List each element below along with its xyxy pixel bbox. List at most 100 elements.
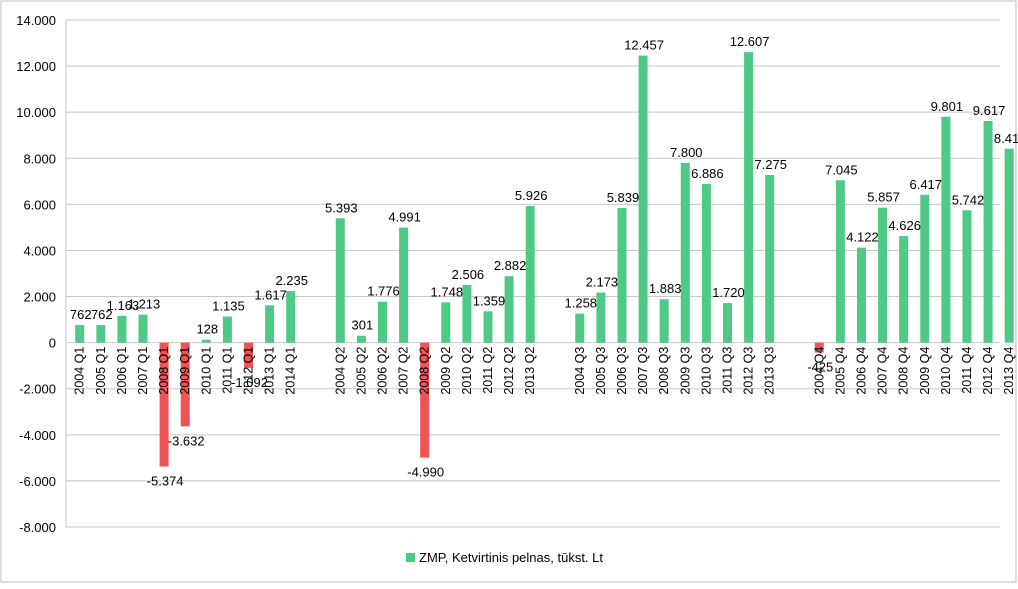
- y-tick-label: 8.000: [23, 151, 56, 166]
- y-tick-label: -4.000: [19, 428, 56, 443]
- data-label: 1.258: [565, 296, 598, 311]
- data-label: 7.045: [825, 162, 858, 177]
- bar: [575, 313, 585, 343]
- x-tick-label: 2007 Q2: [397, 347, 411, 395]
- data-label: 2.882: [494, 258, 527, 273]
- data-label: 1.776: [367, 284, 400, 299]
- data-label: 6.417: [909, 177, 942, 192]
- y-tick-label: 14.000: [16, 13, 56, 28]
- bar: [659, 299, 669, 343]
- x-tick-label: 2006 Q3: [615, 347, 629, 395]
- data-label: 9.801: [931, 99, 964, 114]
- data-label: 7.800: [670, 145, 703, 160]
- x-tick-label: 2007 Q1: [136, 347, 150, 395]
- x-tick-label: 2004 Q3: [573, 347, 587, 395]
- x-tick-label: 2008 Q2: [418, 347, 432, 395]
- x-tick-label: 2009 Q3: [678, 347, 692, 395]
- data-label: 762: [70, 307, 92, 322]
- bar: [483, 311, 493, 343]
- x-tick-label: 2008 Q1: [157, 347, 171, 395]
- data-label: -425: [807, 359, 833, 374]
- x-tick-label: 2004 Q4: [812, 347, 826, 395]
- x-tick-label: 2010 Q2: [460, 347, 474, 395]
- x-tick-label: 2005 Q1: [94, 347, 108, 395]
- data-label: -1.092: [231, 375, 268, 390]
- data-label: 1.213: [128, 297, 161, 312]
- x-tick-label: 2004 Q1: [73, 347, 87, 395]
- x-tick-label: 2005 Q4: [833, 347, 847, 395]
- data-label: 301: [352, 318, 374, 333]
- data-label: 5.393: [325, 200, 358, 215]
- x-tick-label: 2006 Q1: [115, 347, 129, 395]
- data-label: 762: [91, 307, 113, 322]
- x-tick-label: 2013 Q4: [1002, 347, 1016, 395]
- y-tick-label: 0: [49, 336, 56, 351]
- x-tick-label: 2012 Q4: [981, 347, 995, 395]
- data-label: 1.135: [212, 298, 245, 313]
- data-label: 2.173: [586, 275, 619, 290]
- legend: ZMP, Ketvirtinis pelnas, tūkst. Lt: [406, 550, 603, 565]
- x-tick-label: 2010 Q1: [199, 347, 213, 395]
- data-label: 1.720: [712, 285, 745, 300]
- x-tick-label: 2011 Q4: [960, 347, 974, 394]
- data-label: 128: [196, 322, 218, 337]
- y-axis-tick-labels: -8.000 -6.000 -4.000 -2.000 0 2.000 4.000 6.000…: [16, 13, 56, 535]
- bar: [138, 314, 148, 343]
- bar: [962, 210, 972, 343]
- x-tick-label: 2009 Q1: [178, 347, 192, 395]
- data-label: 6.886: [691, 166, 724, 181]
- x-tick-label: 2014 Q1: [284, 347, 298, 395]
- bar: [96, 325, 106, 343]
- y-tick-label: -8.000: [19, 520, 56, 535]
- x-tick-label: 2005 Q2: [354, 347, 368, 395]
- x-tick-label: 2011 Q1: [220, 347, 234, 394]
- data-label: -3.632: [168, 433, 205, 448]
- bar: [244, 342, 254, 368]
- data-label: 5.742: [952, 192, 985, 207]
- bar: [722, 302, 732, 343]
- bar: [286, 291, 296, 343]
- data-label: 4.626: [888, 218, 921, 233]
- bar: [75, 325, 85, 343]
- data-label: 1.163: [107, 298, 140, 313]
- x-tick-label: 2013 Q1: [263, 347, 277, 395]
- bar: [596, 292, 606, 343]
- data-label: 8.413: [994, 131, 1018, 146]
- bar: [701, 183, 711, 343]
- x-tick-label: 2007 Q4: [876, 347, 890, 395]
- bar: [335, 218, 345, 343]
- legend-label: ZMP, Ketvirtinis pelnas, tūkst. Lt: [419, 550, 603, 565]
- x-tick-label: 2008 Q3: [657, 347, 671, 395]
- x-tick-label: 2010 Q3: [699, 347, 713, 395]
- x-tick-label: 2011 Q2: [481, 347, 495, 394]
- data-labels: 762 7621.1631.213-5.374-3.6321281.135-1.0…: [70, 34, 1018, 488]
- data-label: 1.617: [254, 287, 287, 302]
- bar: [356, 335, 366, 343]
- bar: [201, 339, 211, 343]
- x-tick-label: 2006 Q4: [854, 347, 868, 395]
- x-tick-label: 2005 Q3: [594, 347, 608, 395]
- bar: [222, 316, 232, 343]
- x-tick-label: 2012 Q1: [242, 347, 256, 395]
- bar: [835, 180, 845, 343]
- data-label: 2.235: [275, 273, 308, 288]
- data-label: 12.607: [730, 34, 770, 49]
- data-label: -5.374: [147, 473, 184, 488]
- bar: [462, 284, 472, 343]
- y-tick-label: 12.000: [16, 59, 56, 74]
- x-tick-label: 2009 Q4: [918, 347, 932, 395]
- bar: [744, 52, 754, 343]
- data-label: 4.122: [846, 230, 879, 245]
- x-tick-label: 2007 Q3: [636, 347, 650, 395]
- bar: [765, 174, 775, 343]
- data-label: 2.506: [452, 267, 485, 282]
- x-tick-label: 2012 Q2: [502, 347, 516, 395]
- data-label: 7.275: [754, 157, 787, 172]
- x-tick-label: 2004 Q2: [333, 347, 347, 395]
- bar: [983, 121, 993, 343]
- data-label: 9.617: [973, 103, 1006, 118]
- bar: [399, 227, 409, 343]
- y-tick-label: 6.000: [23, 197, 56, 212]
